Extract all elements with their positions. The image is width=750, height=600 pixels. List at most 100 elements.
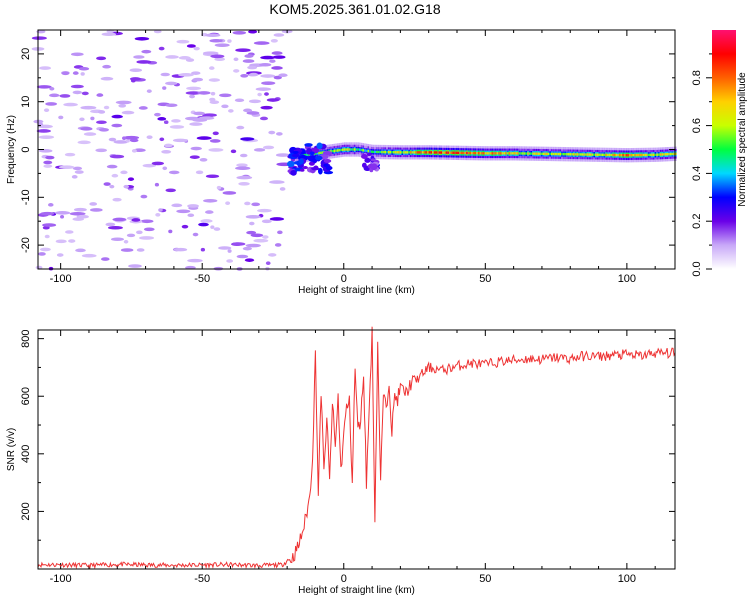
noise-blob — [213, 227, 221, 231]
noise-blob — [255, 87, 272, 91]
noise-blob — [83, 132, 97, 136]
ridge-cell — [481, 152, 483, 155]
ridge-cell — [387, 150, 390, 154]
ridge-cell — [506, 152, 509, 155]
ridge-cell — [671, 152, 674, 156]
ridge-cell — [666, 153, 669, 156]
ridge-cell — [467, 151, 470, 155]
ridge-cell — [357, 148, 359, 151]
ridge-cell — [503, 152, 506, 155]
ridge-cell — [469, 151, 472, 155]
noise-blob — [272, 55, 286, 59]
ridge-cell — [567, 153, 570, 156]
noise-blob — [260, 105, 273, 110]
noise-blob — [205, 174, 220, 179]
noise-blob — [208, 148, 224, 152]
ridge-cell — [637, 153, 640, 157]
noise-blob — [134, 36, 150, 41]
noise-blob — [261, 219, 272, 224]
ridge-cell — [432, 151, 434, 154]
noise-blob — [36, 29, 46, 34]
noise-blob — [140, 219, 154, 224]
noise-blob — [43, 164, 53, 168]
ridge-cell — [393, 151, 395, 154]
noise-blob — [128, 264, 142, 268]
ridge-cell — [659, 153, 662, 156]
ridge-cell — [450, 151, 453, 154]
ridge-cell — [612, 153, 614, 157]
ridge-cell — [510, 152, 512, 155]
spectrogram-frame — [37, 29, 676, 270]
noise-blob — [244, 201, 251, 206]
colorbar-tick-label: 0.6 — [691, 118, 703, 133]
noise-blob — [248, 29, 258, 34]
ridge-cell — [391, 151, 393, 154]
ridge-cell — [437, 151, 439, 154]
noise-blob — [271, 51, 283, 55]
noise-blob — [154, 112, 161, 117]
onset-blob — [292, 150, 299, 155]
noise-blob — [160, 72, 170, 77]
ridge-cell — [355, 148, 358, 151]
noise-blob — [232, 31, 247, 35]
y-tick-label: 10 — [20, 96, 32, 108]
noise-blob — [246, 230, 257, 235]
noise-blob — [120, 170, 128, 175]
noise-blob — [208, 78, 221, 82]
onset-blob — [291, 153, 300, 158]
noise-blob — [192, 118, 208, 122]
onset-blob — [304, 143, 313, 147]
noise-blob — [226, 259, 234, 263]
noise-blob — [139, 236, 155, 240]
ridge-cell — [584, 153, 587, 156]
ridge-cell — [669, 152, 672, 156]
ridge-cell — [428, 151, 431, 154]
ridge-cell — [447, 151, 449, 154]
ridge-cell — [379, 150, 382, 154]
noise-blob — [187, 258, 203, 263]
noise-blob — [123, 184, 130, 189]
ridge-cell — [540, 152, 543, 155]
noise-blob — [186, 86, 202, 91]
ridge-cell — [675, 152, 677, 155]
noise-blob — [101, 257, 110, 261]
noise-blob — [38, 252, 46, 256]
ridge-cell — [396, 151, 399, 154]
onset-blob — [307, 156, 313, 161]
ridge-cell — [416, 151, 419, 154]
ridge-cell — [304, 153, 307, 157]
noise-blob — [98, 128, 109, 132]
noise-blob — [36, 85, 52, 89]
ridge-cell — [418, 151, 421, 154]
onset-blob — [370, 158, 376, 162]
ridge-cell — [501, 152, 504, 155]
noise-blob — [157, 117, 167, 121]
ridge-cell — [345, 148, 348, 151]
snr-panel: -100 -50 0 50 100 200 400 600 800 Height of str… — [6, 326, 676, 596]
ridge-cell — [493, 152, 495, 155]
ridge-cell — [658, 153, 660, 156]
noise-blob — [225, 201, 231, 205]
noise-blob — [49, 86, 55, 91]
noise-blob — [227, 249, 232, 253]
noise-blob — [209, 66, 215, 70]
noise-blob — [236, 163, 248, 167]
noise-blob — [235, 166, 251, 171]
ridge-cell — [440, 151, 443, 154]
noise-blob — [89, 202, 98, 206]
ridge-cell — [625, 154, 628, 157]
ridge-cell — [515, 152, 517, 155]
ridge-cell — [489, 152, 492, 155]
noise-blob — [187, 213, 195, 218]
noise-blob — [275, 153, 290, 157]
noise-blob — [103, 105, 110, 110]
noise-blob — [163, 120, 169, 125]
noise-blob — [191, 71, 201, 75]
x-tick-label: 0 — [341, 273, 347, 285]
ridge-cell — [386, 150, 388, 154]
colorbar: 0.0 0.2 0.4 0.6 0.8 Normalized spectral ampl… — [691, 30, 748, 277]
ridge-cell — [547, 152, 550, 156]
noise-blob — [61, 71, 70, 76]
noise-blob — [80, 127, 93, 131]
